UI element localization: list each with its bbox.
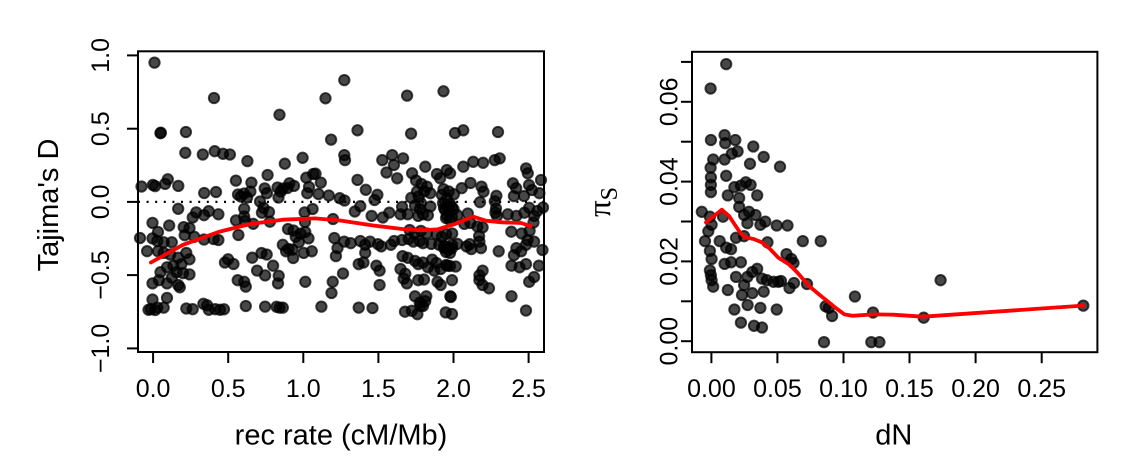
svg-text:dN: dN xyxy=(875,419,912,451)
svg-text:0.10: 0.10 xyxy=(819,375,868,403)
svg-text:0.5: 0.5 xyxy=(211,375,246,403)
svg-text:0.05: 0.05 xyxy=(753,375,802,403)
svg-text:1.0: 1.0 xyxy=(87,38,115,73)
svg-text:0.25: 0.25 xyxy=(1017,375,1066,403)
svg-text:0.00: 0.00 xyxy=(656,317,684,366)
svg-text:0.15: 0.15 xyxy=(885,375,934,403)
svg-text:0.0: 0.0 xyxy=(136,375,171,403)
svg-text:0.00: 0.00 xyxy=(687,375,736,403)
svg-text:0.06: 0.06 xyxy=(656,77,684,126)
svg-text:0.0: 0.0 xyxy=(87,185,115,220)
svg-text:2.5: 2.5 xyxy=(511,375,546,403)
svg-text:0.04: 0.04 xyxy=(656,157,684,206)
svg-text:0.20: 0.20 xyxy=(951,375,1000,403)
svg-text:1.0: 1.0 xyxy=(286,375,321,403)
svg-text:2.0: 2.0 xyxy=(436,375,471,403)
svg-text:−0.5: −0.5 xyxy=(87,250,115,299)
svg-text:0.02: 0.02 xyxy=(656,237,684,286)
svg-text:−1.0: −1.0 xyxy=(87,324,115,373)
svg-text:1.5: 1.5 xyxy=(361,375,396,403)
svg-text:0.5: 0.5 xyxy=(87,111,115,146)
svg-text:Tajima's D: Tajima's D xyxy=(33,139,65,272)
svg-text:rec rate (cM/Mb): rec rate (cM/Mb) xyxy=(235,419,448,451)
